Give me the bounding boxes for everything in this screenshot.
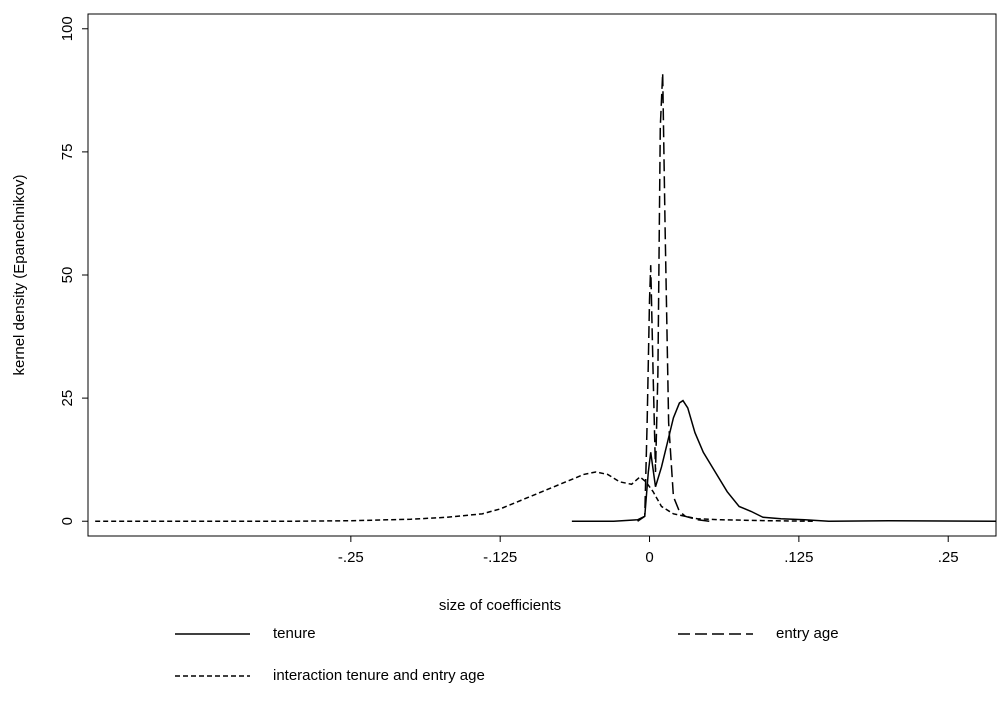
x-tick-label: -.125 — [483, 549, 517, 566]
density-line — [95, 471, 814, 522]
x-axis-title: size of coefficients — [439, 597, 561, 614]
legend-label: tenure — [273, 625, 316, 642]
y-tick-label: 100 — [59, 16, 76, 41]
legend-label: interaction tenure and entry age — [273, 667, 485, 684]
x-tick-label: -.25 — [338, 549, 364, 566]
density-line — [571, 399, 997, 522]
y-axis-title: kernel density (Epanechnikov) — [11, 175, 28, 376]
plot-frame — [87, 13, 997, 537]
y-tick-label: 25 — [59, 390, 76, 407]
y-tick-label: 50 — [59, 267, 76, 284]
x-tick-label: .25 — [938, 549, 959, 566]
x-tick-label: 0 — [645, 549, 653, 566]
legend-label: entry age — [776, 625, 839, 642]
density-line — [637, 73, 710, 522]
x-tick-label: .125 — [784, 549, 813, 566]
y-tick-label: 0 — [59, 517, 76, 525]
y-tick-label: 75 — [59, 144, 76, 161]
